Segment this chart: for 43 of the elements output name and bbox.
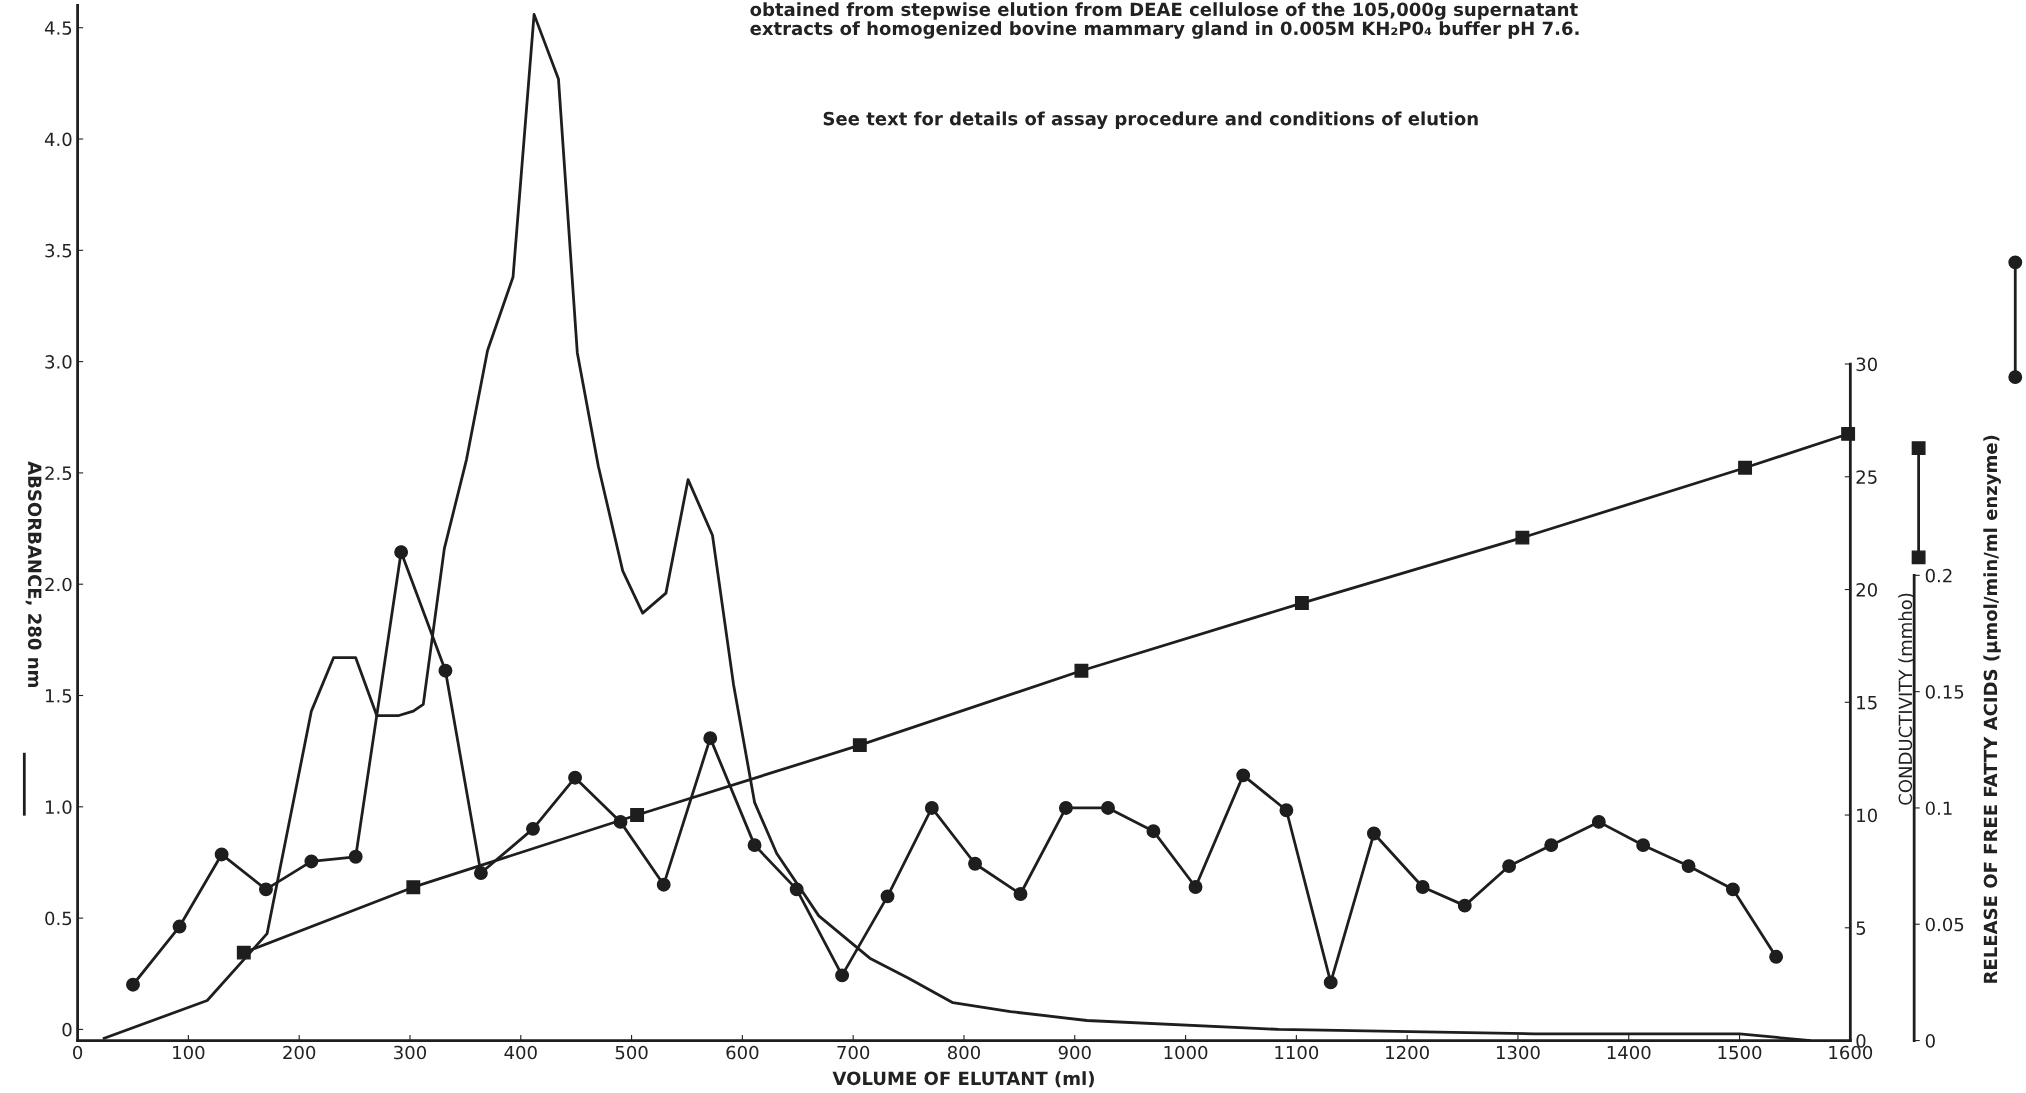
x-tick-label: 100 — [173, 1045, 205, 1060]
chart-title: obtained from stepwise elution from DEAE cellulose of the 105,000g supernatant extracts of homogenized bovine mammary gland in 0.005M KH₂P0₄ buffer pH 7.6. — [750, 2, 1579, 39]
x-tick-label: 500 — [615, 1045, 648, 1060]
x-tick-label: 200 — [283, 1045, 316, 1060]
y-tick-label: 3.0 — [45, 355, 72, 369]
y3-tick-label: 0.15 — [1925, 685, 1964, 699]
x-tick-label: 600 — [726, 1045, 759, 1060]
y3-axis-title: RELEASE OF FREE FATTY ACIDS (μmol/min/ml enzyme) — [1983, 435, 2001, 983]
x-tick-label: 1400 — [1607, 1045, 1651, 1060]
x-axis-title: VOLUME OF ELUTANT (ml) — [832, 1071, 1094, 1088]
x-tick-label: 0 — [73, 1045, 83, 1060]
x-tick-label: 1000 — [1164, 1045, 1208, 1060]
y-tick-label: 4.0 — [44, 132, 72, 147]
y2-axis-title: CONDUCTIVITY (mmho) — [1898, 593, 1915, 805]
y-tick-label: 0 — [62, 1022, 72, 1037]
y2-tick-label: 5 — [1856, 921, 1866, 935]
y-tick-label: 1.0 — [46, 800, 72, 814]
x-tick-label: 800 — [947, 1045, 980, 1060]
y3-tick-label: 0.05 — [1925, 917, 1964, 932]
y2-tick-label: 15 — [1857, 695, 1877, 710]
annotation: See text for details of assay procedure and conditions of elution — [823, 111, 1478, 130]
y-tick-label: 0.5 — [45, 911, 72, 926]
y2-tick-label: 10 — [1857, 808, 1877, 823]
y2-tick-label: 20 — [1856, 582, 1877, 597]
y3-tick-label: 0 — [1925, 1033, 1935, 1048]
x-tick-label: 1500 — [1718, 1045, 1762, 1060]
y-tick-label: 1.5 — [46, 689, 72, 703]
y-axis-title: ABSORBANCE, 280 nm — [25, 461, 42, 687]
x-tick-label: 1100 — [1275, 1045, 1319, 1060]
x-tick-label: 700 — [837, 1045, 870, 1060]
y3-tick-label: 0.2 — [1925, 568, 1952, 583]
x-tick-label: 1300 — [1496, 1045, 1540, 1060]
x-tick-label: 300 — [394, 1045, 427, 1060]
y2-tick-label: 30 — [1856, 357, 1877, 372]
y2-tick-label: 25 — [1856, 470, 1877, 484]
y-tick-label: 4.5 — [44, 21, 72, 35]
y-tick-label: 2.0 — [45, 577, 72, 592]
x-tick-label: 400 — [504, 1045, 537, 1060]
y-tick-label: 3.5 — [45, 243, 72, 258]
x-tick-label: 1200 — [1386, 1045, 1429, 1060]
y3-tick-label: 0.1 — [1925, 801, 1952, 816]
y-tick-label: 2.5 — [45, 466, 72, 481]
x-tick-label: 900 — [1058, 1045, 1091, 1060]
